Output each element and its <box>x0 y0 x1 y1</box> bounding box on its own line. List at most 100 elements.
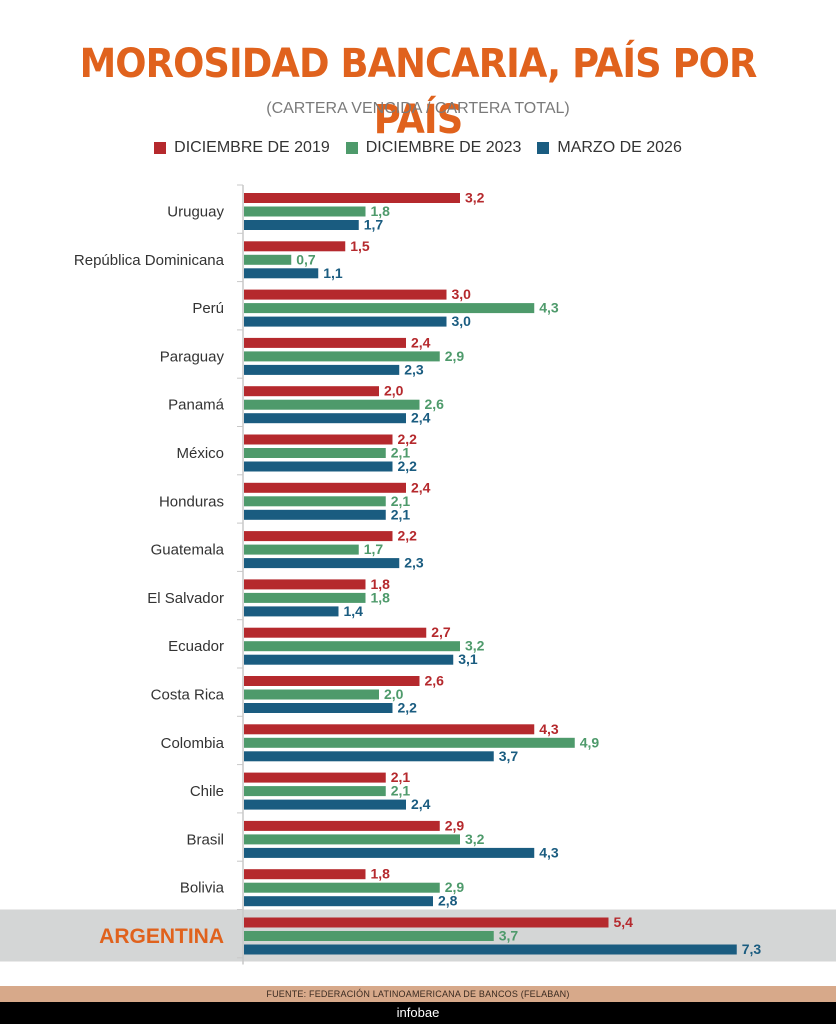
data-label-ecuador-s1: 3,2 <box>465 638 485 654</box>
data-label-mexico-s1: 2,1 <box>391 445 411 461</box>
bar-argentina-s1 <box>244 931 494 941</box>
data-label-chile-s1: 2,1 <box>391 783 411 799</box>
bar-brasil-s2 <box>244 847 535 858</box>
data-label-peru-s1: 4,3 <box>539 300 559 316</box>
bar-panama-s1 <box>244 399 420 410</box>
bar-costa-rica-s2 <box>244 703 393 713</box>
data-label-paraguay-s0: 2,4 <box>411 334 431 350</box>
bar-mexico-s2 <box>244 461 393 472</box>
bar-honduras-s0 <box>244 482 406 493</box>
bar-mexico-s1 <box>244 448 386 458</box>
data-label-ecuador-s2: 3,1 <box>458 651 478 667</box>
bar-el-salvador-s1 <box>244 592 366 603</box>
data-label-costa-rica-s1: 2,0 <box>384 686 404 702</box>
bar-peru-s2 <box>244 316 447 327</box>
bar-guatemala-s0 <box>244 531 393 542</box>
category-label-honduras: Honduras <box>159 493 224 510</box>
data-label-paraguay-s2: 2,3 <box>404 361 424 377</box>
data-label-panama-s2: 2,4 <box>411 410 431 426</box>
category-label-mexico: México <box>176 445 224 462</box>
category-label-bolivia: Bolivia <box>180 880 225 897</box>
bar-chile-s2 <box>244 799 406 810</box>
bar-panama-s2 <box>244 413 406 424</box>
legend-swatch-2023 <box>345 142 358 154</box>
category-label-chile: Chile <box>190 783 224 800</box>
bar-costa-rica-s0 <box>244 676 420 686</box>
bar-ecuador-s2 <box>244 654 454 665</box>
bar-uruguay-s1 <box>244 206 366 217</box>
bar-uruguay-s2 <box>244 220 359 230</box>
data-label-colombia-s2: 3,7 <box>499 748 519 764</box>
data-label-costa-rica-s2: 2,2 <box>398 700 418 716</box>
bar-uruguay-s0 <box>244 193 460 203</box>
category-label-costa-rica: Costa Rica <box>151 687 225 704</box>
data-label-panama-s0: 2,0 <box>384 383 404 399</box>
data-label-guatemala-s1: 1,7 <box>364 541 384 557</box>
bar-chile-s1 <box>244 786 386 797</box>
bar-argentina-s0 <box>244 917 609 928</box>
legend-swatch-2019 <box>154 142 167 154</box>
bar-republica-dominicana-s1 <box>244 254 292 265</box>
data-label-brasil-s2: 4,3 <box>539 844 559 860</box>
data-label-el-salvador-s0: 1,8 <box>371 576 391 592</box>
category-label-brasil: Brasil <box>186 831 224 848</box>
bar-honduras-s2 <box>244 509 386 520</box>
bar-bolivia-s2 <box>244 896 433 907</box>
data-label-panama-s1: 2,6 <box>425 396 445 412</box>
source-note: FUENTE: FEDERACIÓN LATINOAMERICANA DE BA… <box>0 986 836 1002</box>
data-label-chile-s0: 2,1 <box>391 769 411 785</box>
legend-item-2026: MARZO DE 2026 <box>537 138 682 158</box>
bar-republica-dominicana-s0 <box>244 241 346 252</box>
category-label-el-salvador: El Salvador <box>147 590 224 607</box>
data-label-republica-dominicana-s0: 1,5 <box>350 238 370 254</box>
bar-guatemala-s2 <box>244 558 400 569</box>
bar-ecuador-s1 <box>244 641 460 652</box>
data-label-uruguay-s1: 1,8 <box>371 203 391 219</box>
bar-bolivia-s1 <box>244 882 440 893</box>
bar-colombia-s0 <box>244 724 535 735</box>
bar-colombia-s1 <box>244 737 575 748</box>
bar-guatemala-s1 <box>244 544 359 555</box>
category-label-panama: Panamá <box>168 397 225 414</box>
bar-costa-rica-s1 <box>244 689 379 700</box>
bar-colombia-s2 <box>244 751 494 762</box>
data-label-guatemala-s2: 2,3 <box>404 555 424 571</box>
legend: DICIEMBRE DE 2019 DICIEMBRE DE 2023 MARZ… <box>0 138 836 158</box>
data-label-ecuador-s0: 2,7 <box>431 624 451 640</box>
data-label-argentina-s2: 7,3 <box>742 941 762 957</box>
data-label-argentina-s1: 3,7 <box>499 928 519 944</box>
data-label-peru-s0: 3,0 <box>452 286 472 302</box>
data-label-uruguay-s0: 3,2 <box>465 190 485 206</box>
data-label-el-salvador-s1: 1,8 <box>371 589 391 605</box>
category-label-argentina: ARGENTINA <box>99 925 224 948</box>
chart-subtitle: (CARTERA VENCIDA / CARTERA TOTAL) <box>266 100 570 117</box>
bar-ecuador-s0 <box>244 627 427 638</box>
data-label-republica-dominicana-s1: 0,7 <box>296 251 316 267</box>
legend-item-2019: DICIEMBRE DE 2019 <box>154 138 330 158</box>
category-label-guatemala: Guatemala <box>151 542 225 559</box>
bar-el-salvador-s2 <box>244 606 339 617</box>
data-label-honduras-s1: 2,1 <box>391 493 411 509</box>
data-label-uruguay-s2: 1,7 <box>364 217 384 233</box>
bar-chile-s0 <box>244 772 386 783</box>
bar-peru-s0 <box>244 289 447 300</box>
bar-brasil-s1 <box>244 834 460 845</box>
bar-el-salvador-s0 <box>244 579 366 590</box>
bar-panama-s0 <box>244 386 379 397</box>
bar-paraguay-s1 <box>244 351 440 362</box>
data-label-bolivia-s0: 1,8 <box>371 866 391 882</box>
legend-label-2019: DICIEMBRE DE 2019 <box>174 139 330 156</box>
legend-item-2023: DICIEMBRE DE 2023 <box>345 138 522 158</box>
legend-label-2023: DICIEMBRE DE 2023 <box>365 139 522 156</box>
data-label-bolivia-s1: 2,9 <box>445 879 465 895</box>
brand-logo: infobae <box>0 1002 836 1024</box>
category-label-uruguay: Uruguay <box>167 204 224 221</box>
data-label-peru-s2: 3,0 <box>452 313 472 329</box>
data-label-el-salvador-s2: 1,4 <box>344 603 364 619</box>
data-label-colombia-s1: 4,9 <box>580 734 600 750</box>
category-label-paraguay: Paraguay <box>160 348 225 365</box>
bar-paraguay-s2 <box>244 364 400 375</box>
chart-title: MOROSIDAD BANCARIA, PAÍS POR PAÍS <box>79 41 758 143</box>
data-label-paraguay-s1: 2,9 <box>445 348 465 364</box>
